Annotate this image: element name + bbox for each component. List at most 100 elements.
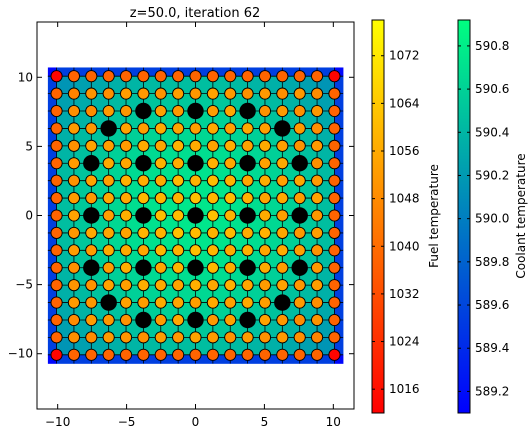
fuel-pin (258, 244, 272, 257)
fuel-pin (311, 226, 324, 239)
fuel-pin (172, 104, 185, 118)
fuel-pin (85, 296, 98, 309)
fuel-pin (102, 87, 115, 100)
coolant-cell (334, 67, 344, 77)
fuel-pin (50, 331, 63, 344)
fuel-pin (224, 157, 237, 170)
fuel-pin (189, 174, 202, 187)
fuel-pin (328, 87, 341, 100)
coolant-cell (178, 67, 196, 77)
fuel-pin (172, 313, 185, 327)
coolant-cell (317, 354, 335, 364)
x-tick-label: 0 (192, 415, 200, 429)
fuel-pin (137, 122, 150, 135)
fuel-pin (276, 331, 289, 344)
fuel-pin (328, 104, 341, 118)
fuel-pin (328, 244, 341, 257)
fuel-pin (293, 87, 306, 100)
fuel-colorbar-ticks: 1016 1024 1032 1040 1048 1056 1064 1072 (372, 49, 420, 396)
guide-tube (239, 259, 256, 276)
y-axis: −10 −5 0 5 10 (8, 70, 354, 361)
guide-tube (239, 207, 256, 224)
fuel-pin (85, 331, 98, 344)
y-tick-label: −10 (8, 347, 33, 361)
coolant-cell (47, 337, 57, 356)
fuel-pin (258, 279, 272, 292)
fuel-pin (224, 192, 237, 205)
coolant-cell (195, 354, 214, 364)
fuel-pin (85, 122, 98, 135)
fuel-pin (224, 122, 237, 135)
fuel-pin (311, 279, 324, 292)
guide-tube (135, 259, 152, 276)
fuel-pin (85, 174, 98, 187)
fuel-pin (154, 122, 167, 135)
fuel-pin (311, 296, 324, 309)
fuel-pin (241, 70, 254, 83)
coolant-cell (126, 67, 144, 77)
guide-tube (291, 155, 308, 172)
fuel-pins (50, 70, 341, 361)
fuel-pin (172, 209, 185, 222)
fuel-pin (154, 70, 167, 83)
fuel-pin (189, 279, 202, 292)
fuel-pin (172, 226, 185, 239)
colorbar-tick-label: 590.6 (475, 82, 509, 96)
fuel-pin (311, 313, 324, 327)
coolant-cell (230, 354, 248, 364)
fuel-pin (85, 192, 98, 205)
fuel-pin (119, 331, 133, 344)
fuel-pin (258, 209, 272, 222)
fuel-pin (154, 348, 167, 361)
fuel-pin (102, 209, 115, 222)
fuel-pin (172, 192, 185, 205)
fuel-pin (276, 87, 289, 100)
fuel-pin (154, 174, 167, 187)
coolant-cell (334, 111, 344, 129)
fuel-pin (50, 348, 63, 361)
fuel-pin (206, 244, 219, 257)
fuel-pin (119, 348, 133, 361)
coolant-cell (334, 163, 344, 181)
fuel-pin (50, 226, 63, 239)
guide-tube (100, 120, 117, 137)
guide-tube (83, 155, 100, 172)
fuel-pin (137, 331, 150, 344)
coolant-cell (73, 67, 92, 77)
fuel-pin (137, 174, 150, 187)
coolant-cell (334, 302, 344, 321)
fuel-pin (276, 174, 289, 187)
fuel-pin (224, 296, 237, 309)
fuel-pin (206, 192, 219, 205)
colorbar-tick-label: 1064 (389, 96, 420, 110)
fuel-pin (206, 174, 219, 187)
coolant-cell (91, 67, 109, 77)
guide-tube (187, 155, 204, 172)
fuel-pin (119, 313, 133, 327)
coolant-cell (47, 215, 57, 234)
colorbar-tick-label: 1032 (389, 287, 420, 301)
colorbar-tick-label: 1016 (389, 382, 420, 396)
guide-tube (135, 207, 152, 224)
coolant-colorbar-ticks: 589.2 589.4 589.6 589.8 590.0 590.2 590.4 590.6… (458, 39, 509, 398)
fuel-pin (258, 331, 272, 344)
coolant-cell (334, 180, 344, 199)
guide-tube (187, 311, 204, 329)
guide-tube (274, 120, 291, 137)
y-tick-label: 5 (25, 139, 33, 153)
fuel-pin (119, 70, 133, 83)
fuel-pin (119, 209, 133, 222)
fuel-pin (241, 279, 254, 292)
colorbar-tick-label: 589.4 (475, 341, 509, 355)
fuel-pin (50, 296, 63, 309)
fuel-pin (172, 296, 185, 309)
fuel-pin (328, 331, 341, 344)
fuel-pin (276, 226, 289, 239)
coolant-cell (143, 354, 162, 364)
fuel-pin (154, 192, 167, 205)
fuel-pin (224, 244, 237, 257)
fuel-pin (328, 70, 341, 83)
fuel-pin (258, 87, 272, 100)
coolant-cell (143, 67, 162, 77)
fuel-pin (241, 87, 254, 100)
